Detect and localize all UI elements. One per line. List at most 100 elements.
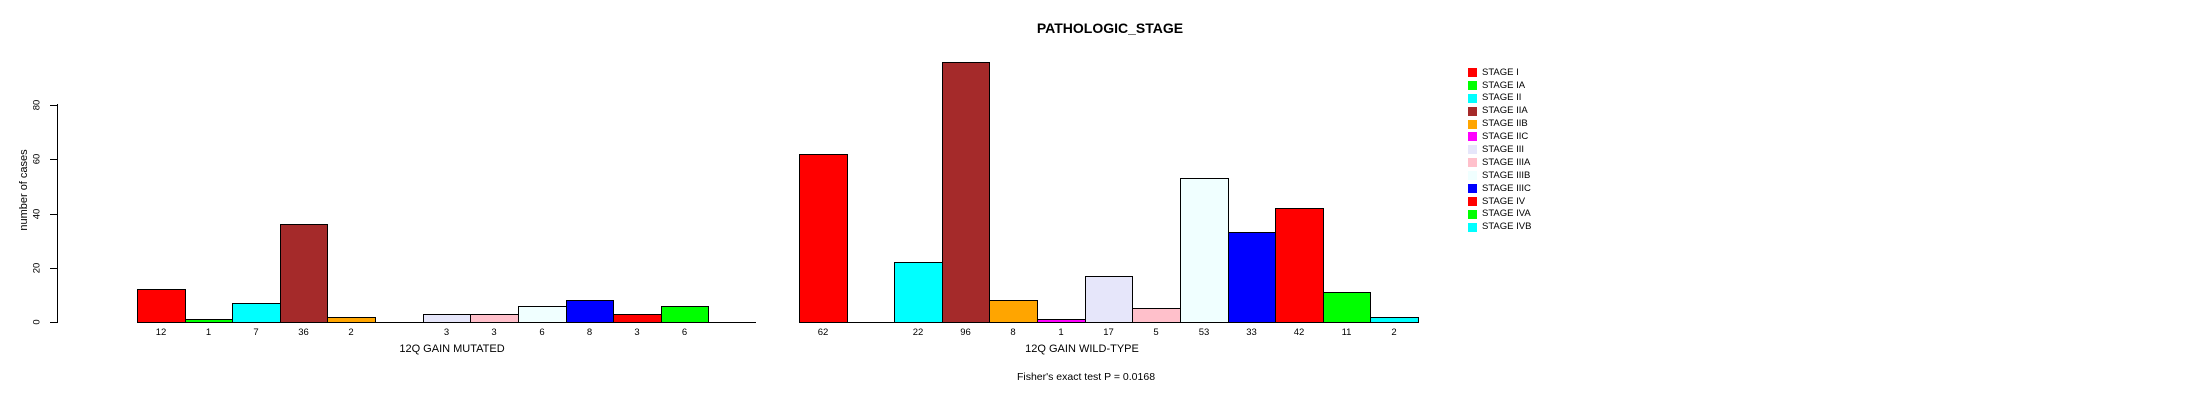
bar-value-label: 36 [298, 327, 309, 338]
bar-stage-iic [1037, 319, 1086, 323]
bar-value-label: 22 [912, 327, 924, 338]
bar-stage-iia [942, 62, 990, 323]
y-tick-label: 80 [31, 99, 43, 111]
bar-group-mutated: 12 1 7 36 2 3 3 6 8 3 6 [137, 0, 757, 400]
legend-label: STAGE II [1482, 92, 1522, 104]
y-tick-mark [50, 159, 57, 160]
bar-value-label: 1 [1058, 327, 1064, 338]
bar-value-label: 2 [348, 327, 354, 338]
chart-title: PATHOLOGIC_STAGE [1036, 20, 1184, 36]
legend-swatch [1468, 93, 1477, 103]
bar-stage-ia [185, 319, 233, 323]
bar-stage-iv [613, 314, 662, 323]
legend-label: STAGE III [1482, 144, 1525, 156]
bar-value-label: 42 [1293, 327, 1305, 338]
y-tick-label: 0 [31, 319, 43, 325]
legend-swatch [1468, 80, 1477, 90]
legend-label: STAGE IA [1482, 79, 1526, 91]
legend-item: STAGE IIB [1468, 118, 1531, 131]
legend-label: STAGE IIIA [1482, 156, 1531, 168]
legend-label: STAGE IVA [1482, 208, 1531, 220]
legend-item: STAGE IIIA [1468, 156, 1531, 169]
bar-value-label: 33 [1246, 327, 1257, 338]
x-axis-title-wildtype: 12Q GAIN WILD-TYPE [1025, 343, 1139, 355]
bar-value-label: 3 [634, 327, 640, 338]
legend-swatch [1468, 183, 1477, 193]
bar-value-label: 8 [1010, 327, 1016, 338]
bar-value-label: 53 [1198, 327, 1210, 338]
legend-label: STAGE IVB [1482, 221, 1532, 233]
bar-stage-iiib [1180, 178, 1229, 323]
legend-label: STAGE IIC [1482, 131, 1529, 143]
legend-swatch [1468, 222, 1477, 232]
legend-label: STAGE IIA [1482, 105, 1528, 117]
bar-value-label: 1 [205, 327, 212, 338]
bar-stage-ivb [1370, 317, 1419, 323]
y-axis-line [57, 104, 58, 323]
legend-swatch [1468, 106, 1477, 116]
bar-stage-ii [232, 303, 281, 323]
legend-swatch [1468, 132, 1477, 142]
bar-value-label: 12 [155, 327, 167, 338]
legend-swatch [1468, 119, 1477, 129]
bar-group-wildtype: 62 22 96 8 1 17 5 53 33 42 11 2 [799, 0, 1419, 400]
bar-stage-iii [423, 314, 471, 323]
bar-stage-iiib [518, 306, 567, 323]
bar-value-label: 8 [586, 327, 593, 338]
bar-stage-iii [1085, 276, 1133, 323]
legend-item: STAGE IIC [1468, 130, 1531, 143]
bar-stage-i [799, 154, 848, 323]
y-tick-mark [50, 322, 57, 323]
legend-swatch [1468, 145, 1477, 155]
bar-stage-ii [894, 262, 943, 323]
bar-value-label: 3 [443, 327, 450, 338]
legend-item: STAGE IV [1468, 195, 1531, 208]
legend-item: STAGE IVA [1468, 208, 1531, 221]
bar-stage-iiia [470, 314, 519, 323]
legend-item: STAGE III [1468, 143, 1531, 156]
bar-value-label: 5 [1153, 327, 1159, 338]
bar-value-label: 6 [681, 327, 688, 338]
bar-stage-iiia [1132, 308, 1181, 323]
legend-item: STAGE IVB [1468, 221, 1531, 234]
legend-label: STAGE IV [1482, 195, 1526, 207]
legend-swatch [1468, 67, 1477, 77]
legend-item: STAGE IIIB [1468, 169, 1531, 182]
y-tick-label: 40 [31, 208, 43, 220]
bar-value-label: 2 [1391, 327, 1397, 338]
legend-label: STAGE IIIB [1482, 169, 1531, 181]
bar-value-label: 3 [491, 327, 497, 338]
legend-item: STAGE IIIC [1468, 182, 1531, 195]
legend-label: STAGE IIIC [1482, 182, 1531, 194]
x-axis-title-mutated: 12Q GAIN MUTATED [399, 343, 505, 355]
bar-stage-iib [989, 300, 1038, 323]
bar-stage-iia [280, 224, 328, 323]
y-tick-label: 20 [31, 262, 43, 274]
bar-value-label: 17 [1103, 327, 1114, 338]
y-tick-label: 60 [31, 153, 43, 165]
bar-value-label: 11 [1341, 327, 1352, 338]
legend: STAGE I STAGE IA STAGE II STAGE IIA STAGE II… [1468, 66, 1531, 234]
bar-stage-iv [1275, 208, 1324, 323]
bar-stage-iib [327, 317, 376, 323]
legend-label: STAGE I [1482, 66, 1519, 78]
legend-item: STAGE IA [1468, 79, 1531, 92]
legend-swatch [1468, 196, 1477, 206]
bar-value-label: 96 [960, 327, 971, 338]
legend-swatch [1468, 171, 1477, 181]
y-tick-mark [50, 214, 57, 215]
bar-stage-i [137, 289, 186, 323]
bar-value-label: 6 [539, 327, 545, 338]
legend-swatch [1468, 158, 1477, 168]
legend-item: STAGE I [1468, 66, 1531, 79]
legend-swatch [1468, 209, 1477, 219]
bar-stage-iiic [566, 300, 614, 323]
y-axis-label: number of cases [18, 149, 30, 231]
bar-stage-iiic [1228, 232, 1276, 323]
bar-stage-iva [661, 306, 709, 323]
y-tick-mark [50, 268, 57, 269]
y-tick-mark [50, 105, 57, 106]
bar-stage-iva [1323, 292, 1371, 323]
bar-value-label: 7 [253, 327, 259, 338]
